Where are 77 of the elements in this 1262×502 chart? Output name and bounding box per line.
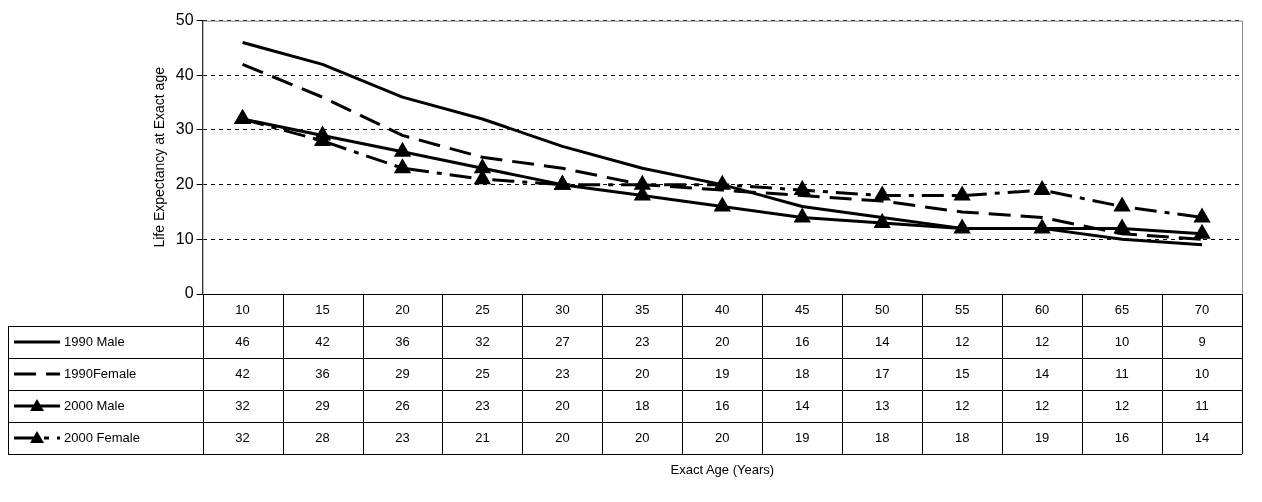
data-label: 42 bbox=[315, 333, 330, 349]
data-label: 27 bbox=[555, 333, 570, 349]
data-label: 29 bbox=[315, 397, 330, 413]
data-label: 23 bbox=[635, 333, 650, 349]
data-label: 36 bbox=[315, 365, 330, 381]
data-label: 46 bbox=[235, 333, 250, 349]
data-label: 23 bbox=[475, 397, 490, 413]
legend-label: 1990 Male bbox=[64, 333, 125, 349]
data-label: 18 bbox=[795, 365, 810, 381]
data-label: 12 bbox=[954, 333, 970, 349]
data-label: 17 bbox=[874, 365, 890, 381]
data-label: 12 bbox=[1114, 397, 1130, 413]
y-tick-label: 10 bbox=[175, 229, 194, 247]
data-label: 20 bbox=[715, 333, 730, 349]
legend-label: 2000 Female bbox=[64, 429, 140, 445]
data-label: 23 bbox=[555, 365, 570, 381]
y-tick-label: 40 bbox=[175, 65, 194, 83]
data-label: 16 bbox=[1114, 429, 1130, 445]
x-tick-label: 15 bbox=[315, 301, 330, 317]
data-label: 14 bbox=[1194, 429, 1210, 445]
x-tick-label: 40 bbox=[715, 301, 730, 317]
x-tick-label: 45 bbox=[795, 301, 810, 317]
data-label: 12 bbox=[1034, 333, 1050, 349]
data-label: 15 bbox=[954, 365, 970, 381]
data-label: 32 bbox=[235, 429, 250, 445]
data-label: 12 bbox=[954, 397, 970, 413]
data-label: 11 bbox=[1195, 397, 1209, 413]
data-label: 16 bbox=[715, 397, 730, 413]
data-label: 19 bbox=[715, 365, 730, 381]
x-tick-label: 10 bbox=[235, 301, 250, 317]
data-label: 10 bbox=[1114, 333, 1130, 349]
data-label: 16 bbox=[795, 333, 810, 349]
data-label: 18 bbox=[954, 429, 970, 445]
x-tick-label: 55 bbox=[954, 301, 970, 317]
data-label: 26 bbox=[395, 397, 410, 413]
legend-label: 2000 Male bbox=[64, 397, 125, 413]
x-tick-label: 25 bbox=[475, 301, 490, 317]
data-label: 18 bbox=[635, 397, 650, 413]
x-tick-label: 50 bbox=[874, 301, 890, 317]
data-label: 19 bbox=[1034, 429, 1050, 445]
data-label: 11 bbox=[1115, 365, 1129, 381]
data-label: 21 bbox=[475, 429, 490, 445]
y-tick-label: 0 bbox=[184, 284, 194, 302]
data-label: 14 bbox=[874, 333, 890, 349]
y-tick-label: 50 bbox=[175, 11, 194, 29]
data-label: 25 bbox=[475, 365, 490, 381]
data-label: 10 bbox=[1194, 365, 1210, 381]
data-label: 14 bbox=[1034, 365, 1050, 381]
x-tick-label: 35 bbox=[635, 301, 650, 317]
x-tick-label: 60 bbox=[1034, 301, 1050, 317]
data-label: 29 bbox=[395, 365, 410, 381]
y-tick-label: 30 bbox=[175, 120, 194, 138]
x-tick-label: 20 bbox=[395, 301, 410, 317]
data-label: 20 bbox=[635, 429, 650, 445]
x-tick-label: 65 bbox=[1114, 301, 1130, 317]
data-label: 20 bbox=[555, 397, 570, 413]
data-label: 28 bbox=[315, 429, 330, 445]
legend-label: 1990Female bbox=[64, 365, 137, 381]
data-label: 20 bbox=[635, 365, 650, 381]
data-label: 19 bbox=[795, 429, 810, 445]
data-label: 23 bbox=[395, 429, 410, 445]
data-label: 12 bbox=[1034, 397, 1050, 413]
data-label: 42 bbox=[235, 365, 250, 381]
text: Exact Age (Years) bbox=[670, 461, 775, 477]
data-label: 14 bbox=[795, 397, 810, 413]
data-label: 32 bbox=[235, 397, 250, 413]
data-label: 32 bbox=[475, 333, 490, 349]
x-tick-label: 30 bbox=[555, 301, 570, 317]
data-label: 20 bbox=[715, 429, 730, 445]
y-axis-title: Life Expectancy at Exact age bbox=[151, 66, 168, 248]
data-label: 20 bbox=[555, 429, 570, 445]
x-tick-label: 70 bbox=[1194, 301, 1210, 317]
data-label: 18 bbox=[874, 429, 890, 445]
data-label: 36 bbox=[395, 333, 410, 349]
data-label: 13 bbox=[874, 397, 890, 413]
data-label: 9 bbox=[1198, 333, 1206, 349]
y-tick-label: 20 bbox=[175, 175, 194, 193]
